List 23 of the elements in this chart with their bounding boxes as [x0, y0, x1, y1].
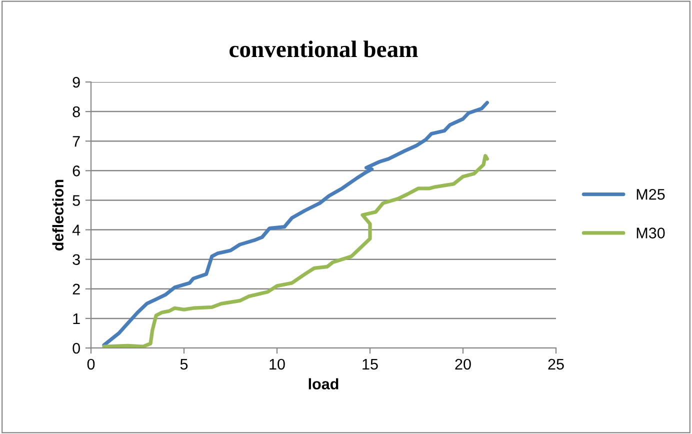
y-tick-label: 1 [73, 313, 80, 324]
y-tick-label: 2 [72, 284, 80, 294]
legend-label: M30 [636, 228, 665, 238]
y-tick-label: 6 [72, 166, 80, 176]
y-tick-label: 9 [72, 76, 80, 88]
x-tick-label: 20 [455, 358, 471, 370]
x-tick-label: 10 [270, 358, 285, 370]
y-tick-label: 3 [72, 254, 80, 266]
legend-label: M25 [636, 188, 665, 200]
y-tick-label: 4 [72, 224, 80, 236]
x-tick-label: 25 [548, 358, 564, 370]
line-series [102, 100, 489, 347]
x-tick-label: 0 [87, 358, 95, 370]
y-tick-label: 8 [72, 106, 80, 118]
chart-title: conventional beam [230, 40, 418, 58]
y-tick-label: 7 [72, 136, 80, 147]
x-axis-title: load [308, 378, 338, 390]
line-series [102, 154, 489, 348]
y-tick-label: 5 [72, 195, 80, 206]
x-tick-label: 5 [180, 358, 188, 370]
x-tick-label: 15 [362, 358, 378, 370]
y-axis-title: deflection [52, 180, 64, 250]
y-tick-label: 0 [72, 342, 80, 354]
